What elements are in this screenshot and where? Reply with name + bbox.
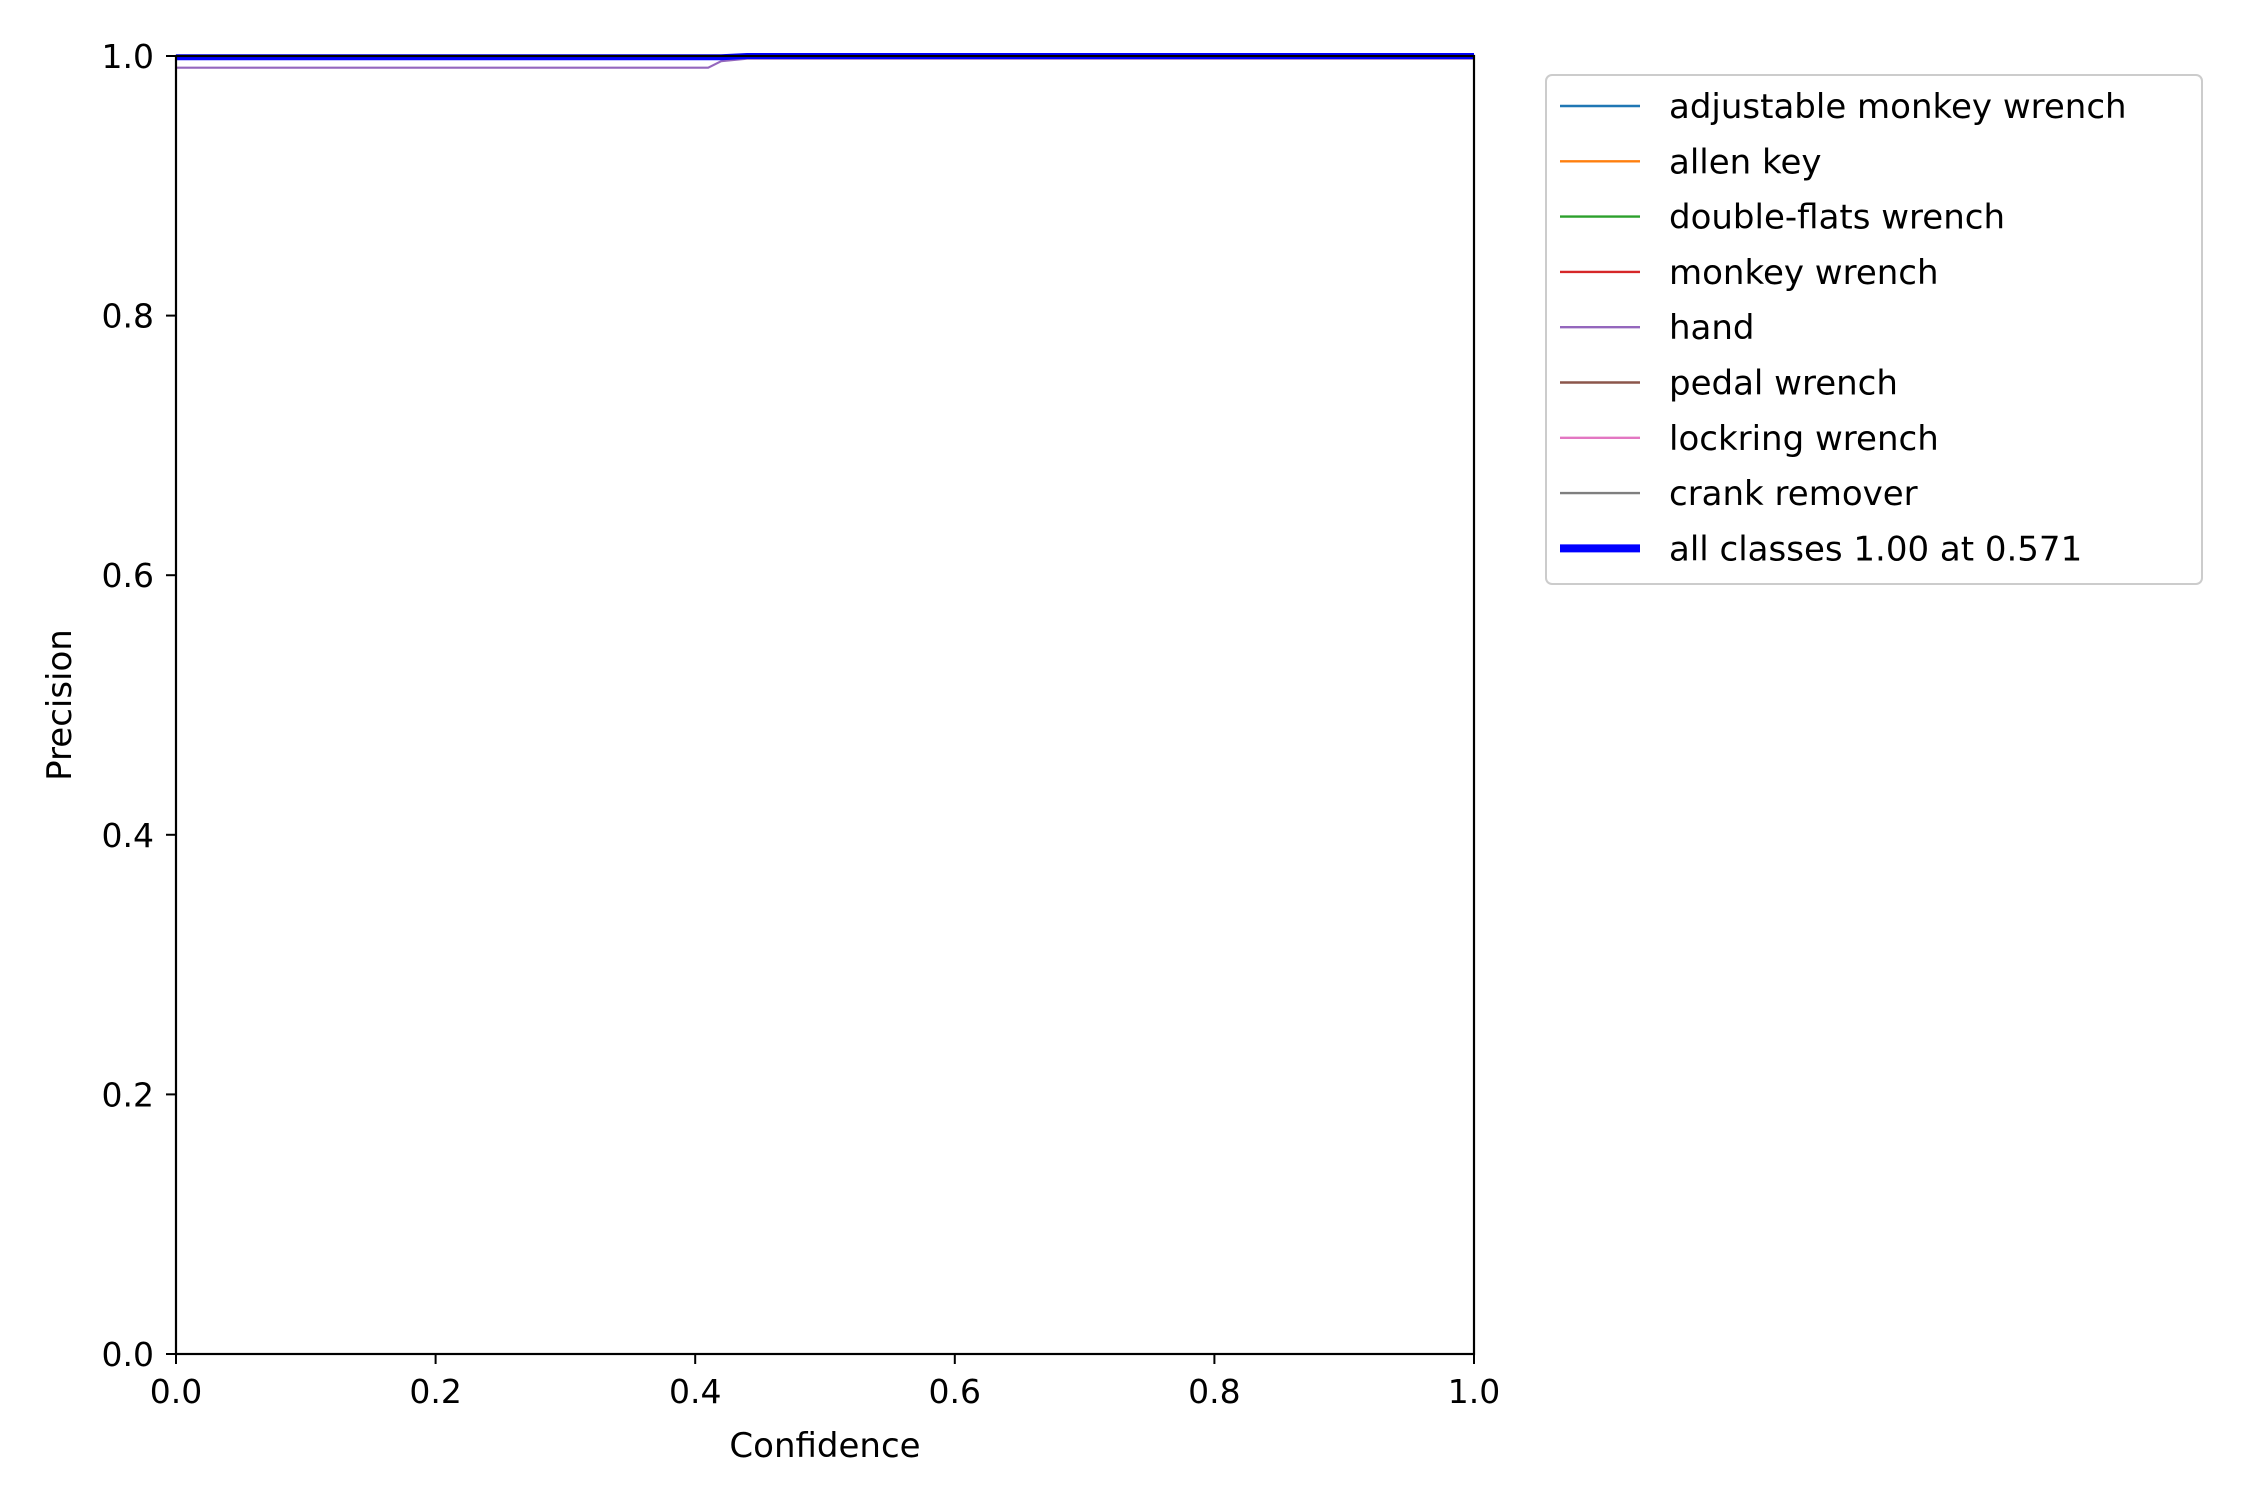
legend-items: adjustable monkey wrench allen key double-… bbox=[1560, 87, 2127, 569]
x-tick-label: 0.0 bbox=[150, 1372, 202, 1411]
legend-box bbox=[1545, 74, 2203, 585]
y-axis: 0.0 0.2 0.4 0.6 0.8 1.0 bbox=[102, 37, 176, 1374]
legend-label-hand: hand bbox=[1669, 308, 1755, 348]
legend-label-allen-key: allen key bbox=[1669, 142, 1822, 182]
y-tick-label: 0.4 bbox=[102, 816, 154, 855]
x-tick-label: 0.4 bbox=[669, 1372, 721, 1411]
x-tick-label: 0.2 bbox=[409, 1372, 461, 1411]
y-tick-label: 0.0 bbox=[102, 1335, 154, 1374]
x-tick-label: 0.8 bbox=[1188, 1372, 1240, 1411]
y-tick-label: 0.2 bbox=[102, 1075, 154, 1114]
legend-label-adjustable-monkey-wrench: adjustable monkey wrench bbox=[1669, 87, 2127, 127]
x-axis: 0.0 0.2 0.4 0.6 0.8 1.0 bbox=[150, 1354, 1500, 1411]
x-axis-title: Confidence bbox=[729, 1426, 920, 1466]
legend-label-double-flats-wrench: double-flats wrench bbox=[1669, 198, 2005, 238]
x-tick-label: 0.6 bbox=[929, 1372, 981, 1411]
legend-label-lockring-wrench: lockring wrench bbox=[1669, 419, 1939, 459]
plot-background bbox=[176, 56, 1474, 1354]
y-tick-label: 0.8 bbox=[102, 297, 154, 336]
legend-label-crank-remover: crank remover bbox=[1669, 474, 1918, 514]
legend-label-pedal-wrench: pedal wrench bbox=[1669, 364, 1898, 404]
plot-frame bbox=[174, 54, 1476, 1356]
legend: adjustable monkey wrench allen key double-… bbox=[1545, 74, 2203, 585]
y-axis-title: Precision bbox=[40, 629, 80, 781]
legend-label-monkey-wrench: monkey wrench bbox=[1669, 253, 1939, 293]
y-tick-label: 1.0 bbox=[102, 37, 154, 76]
y-tick-label: 0.6 bbox=[102, 556, 154, 595]
legend-label-all-classes-1-00-at-0-571: all classes 1.00 at 0.571 bbox=[1669, 529, 2082, 569]
x-tick-label: 1.0 bbox=[1448, 1372, 1500, 1411]
